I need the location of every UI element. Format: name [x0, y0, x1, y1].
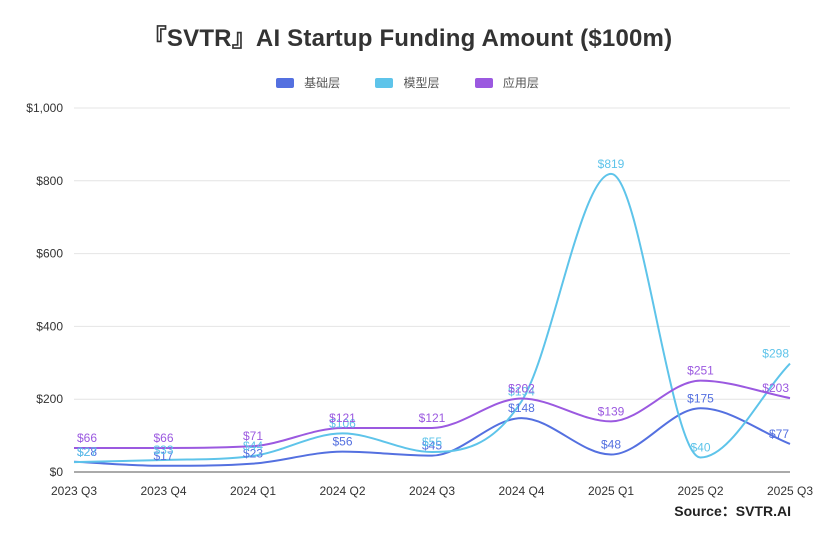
data-label-app: $71 — [243, 429, 263, 443]
data-label-app: $139 — [598, 404, 625, 418]
x-tick-label: 2023 Q3 — [51, 484, 97, 498]
legend-item-app[interactable]: 应用层 — [474, 74, 539, 91]
data-label-app: $202 — [508, 381, 535, 395]
data-label-base: $148 — [508, 401, 535, 415]
data-label-base: $45 — [422, 439, 442, 453]
legend-item-base[interactable]: 基础层 — [276, 74, 340, 91]
x-tick-label: 2024 Q2 — [319, 484, 365, 498]
data-label-base: $48 — [601, 438, 621, 452]
y-tick-label: $200 — [36, 392, 63, 406]
data-label-model: $819 — [598, 157, 625, 171]
legend-label-model: 模型层 — [403, 76, 440, 90]
data-label-app: $66 — [77, 431, 97, 445]
legend-item-model[interactable]: 模型层 — [375, 74, 440, 91]
data-label-app: $251 — [687, 364, 714, 378]
chart-title: 『SVTR』AI Startup Funding Amount ($100m) — [142, 25, 673, 52]
y-tick-label: $400 — [36, 319, 63, 333]
data-label-base: $17 — [153, 449, 173, 463]
data-label-base: $77 — [769, 427, 789, 441]
legend-label-app: 应用层 — [502, 76, 539, 90]
x-tick-label: 2024 Q1 — [230, 484, 276, 498]
data-label-app: $203 — [762, 381, 789, 395]
x-tick-label: 2023 Q4 — [140, 484, 186, 498]
y-tick-label: $1,000 — [26, 101, 63, 115]
data-label-model: $55 — [422, 435, 442, 449]
x-tick-label: 2025 Q2 — [677, 484, 723, 498]
data-label-model: $194 — [508, 384, 535, 398]
data-label-model: $27 — [77, 445, 97, 459]
series-line-model — [73, 172, 791, 464]
data-label-app: $121 — [329, 411, 356, 425]
series-line-app — [73, 379, 791, 449]
data-label-base: $23 — [243, 447, 263, 461]
y-tick-label: $800 — [36, 174, 63, 188]
legend: 基础层 模型层 应用层 — [0, 74, 815, 91]
data-label-model: $40 — [690, 440, 710, 454]
legend-swatch-app — [474, 77, 493, 88]
legend-label-base: 基础层 — [304, 76, 341, 90]
data-label-base: $28 — [77, 445, 97, 459]
x-tick-label: 2025 Q1 — [588, 484, 634, 498]
y-tick-label: $600 — [36, 247, 63, 261]
data-label-model: $33 — [153, 443, 173, 457]
legend-swatch-base — [276, 77, 295, 88]
legend-swatch-model — [375, 77, 394, 88]
source-text: Source：SVTR.AI — [674, 503, 791, 519]
data-label-app: $66 — [153, 431, 173, 445]
data-label-app: $121 — [419, 411, 446, 425]
data-label-model: $298 — [762, 347, 789, 361]
x-tick-label: 2025 Q3 — [767, 484, 813, 498]
data-label-base: $175 — [687, 391, 714, 405]
data-label-model: $106 — [329, 416, 356, 430]
x-tick-label: 2024 Q3 — [409, 484, 455, 498]
data-label-base: $56 — [332, 435, 352, 449]
data-label-model: $44 — [243, 439, 263, 453]
y-tick-label: $0 — [50, 465, 64, 479]
x-tick-label: 2024 Q4 — [498, 484, 544, 498]
